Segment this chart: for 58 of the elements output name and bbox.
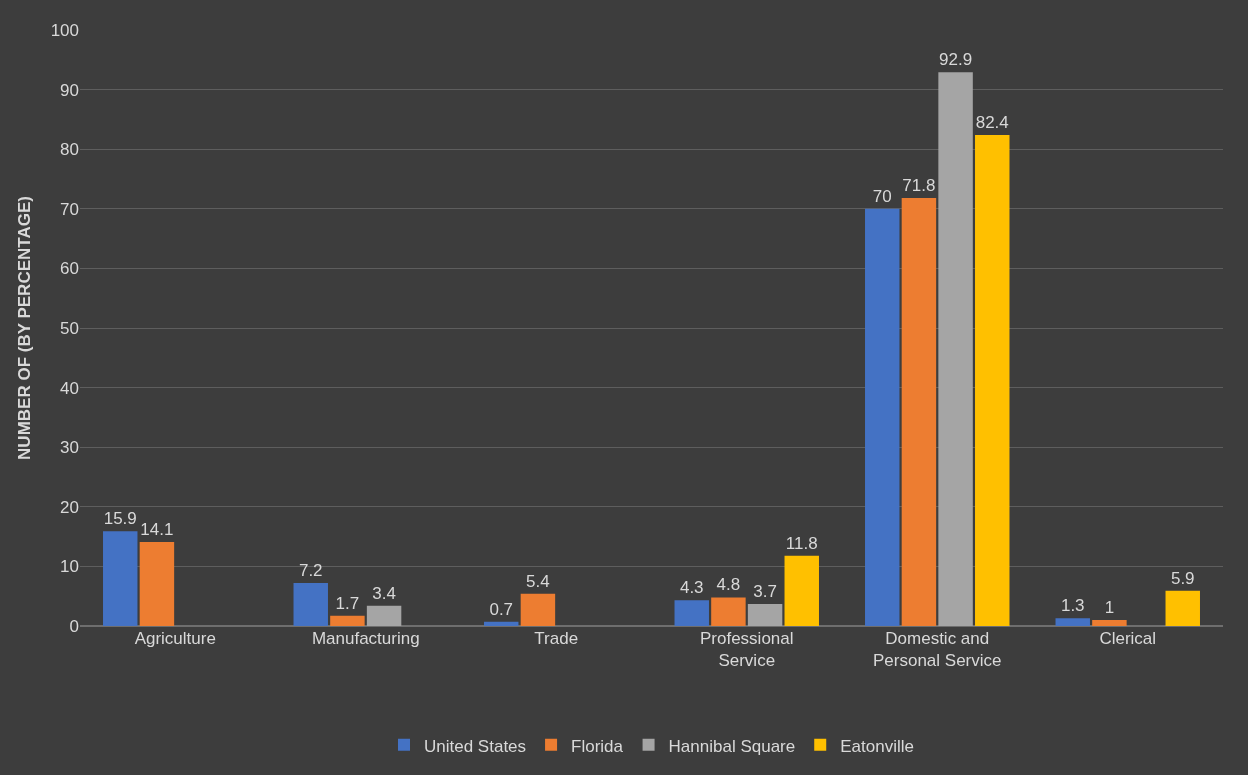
data-label: 1 [1104,598,1115,618]
x-tick-label: Clerical [1099,629,1157,648]
data-label: 3.4 [372,583,396,603]
data-label: 15.9 [103,509,137,529]
y-tick-label: 100 [50,20,79,40]
data-label: 4.8 [716,575,741,595]
data-label: 7.2 [298,561,323,581]
bar [330,615,365,626]
legend-label: Eatonville [840,736,914,756]
bar [901,198,937,626]
bar [103,531,138,626]
y-tick-label: 50 [60,318,79,338]
data-label: 5.4 [526,571,550,591]
bar [366,605,402,626]
x-tick-label: Professional Service [699,629,794,671]
legend-label: Florida [571,736,624,756]
bar [1055,618,1090,626]
data-label: 1.3 [1060,596,1085,616]
legend-label: United States [424,736,527,756]
y-tick-label: 80 [60,140,79,160]
bar [784,555,819,626]
data-label: 1.7 [335,593,360,613]
data-label: 82.4 [975,112,1009,132]
x-tick-label: Trade [534,629,579,648]
data-label: 3.7 [753,581,777,601]
bar [711,597,746,626]
legend-label: Hannibal Square [668,736,796,756]
bar [674,600,709,626]
data-label: 71.8 [902,176,936,196]
bar [747,603,783,626]
y-tick-label: 30 [60,438,79,458]
bar [1165,590,1200,626]
data-label: 5.9 [1170,568,1195,588]
data-label: 14.1 [140,519,174,539]
y-tick-label: 90 [60,80,79,100]
bar [484,621,519,626]
y-tick-label: 10 [60,557,79,577]
data-label: 4.3 [679,578,704,598]
bar [520,593,556,626]
data-label: 11.8 [785,533,818,553]
bar [1092,620,1127,626]
data-label: 70 [872,186,892,206]
x-tick-label: Manufacturing [311,629,420,648]
bar [293,583,328,626]
y-tick-label: 0 [69,616,79,636]
y-tick-label: 40 [60,378,79,398]
y-axis-title: NUMBER OF (BY PERCENTAGE) [15,196,35,460]
x-tick-label: Domestic and Personal Service [872,629,1002,671]
data-label: 92.9 [939,50,973,70]
y-tick-label: 20 [60,497,79,517]
bar [975,134,1010,626]
bar [865,208,900,626]
y-tick-label: 60 [60,259,79,279]
bar [938,72,973,626]
y-tick-label: 70 [60,199,79,219]
x-tick-label: Agriculture [134,629,216,648]
data-label: 0.7 [489,599,514,619]
bar [139,541,175,626]
